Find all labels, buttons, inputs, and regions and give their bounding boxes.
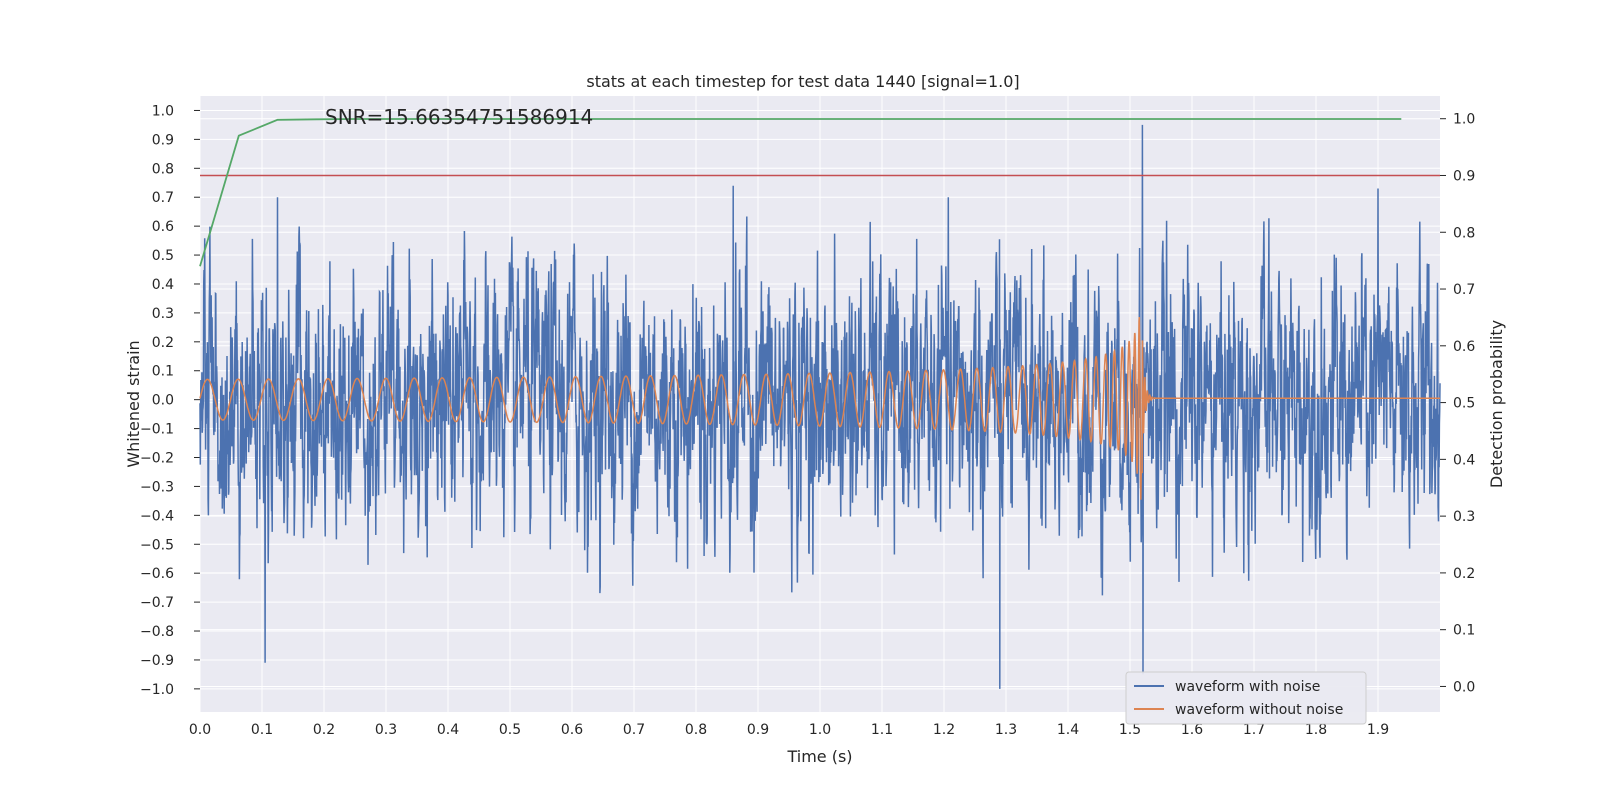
x-ticks: 0.0 0.1 0.2 0.3 0.4 0.5 0.6 0.7 0.8 0.9 1.0 1.1 1.2 1… — [189, 722, 1389, 738]
y-tick-label: −0.6 — [140, 566, 174, 582]
legend: waveform with noise waveform without noi… — [1125, 671, 1367, 725]
y-tick-label: 0.1 — [152, 364, 174, 380]
x-tick-label: 1.1 — [871, 722, 893, 738]
y-tick-label: 0.0 — [152, 393, 174, 409]
y-tick-label: 0.9 — [152, 132, 174, 148]
y-tick-label: −0.4 — [140, 508, 174, 524]
y-right-ticks: 1.0 0.9 0.8 0.7 0.6 0.5 0.4 0.3 0.2 0.1 0.0 — [1440, 112, 1475, 695]
x-tick-label: 1.6 — [1181, 722, 1203, 738]
x-axis-label: Time (s) — [786, 747, 852, 766]
y-tick-label: −0.7 — [140, 595, 174, 611]
x-tick-label: 0.7 — [623, 722, 645, 738]
y-tick-label: 0.2 — [152, 335, 174, 351]
chart-title: stats at each timestep for test data 144… — [586, 72, 1019, 91]
y-tick-label: −0.2 — [140, 451, 174, 467]
legend-box — [1125, 671, 1367, 725]
y-right-tick-label: 0.3 — [1453, 509, 1475, 525]
snr-annotation: SNR=15.66354751586914 — [325, 105, 593, 129]
y-right-tick-label: 0.7 — [1453, 282, 1475, 298]
y-right-tick-label: 0.4 — [1453, 452, 1475, 468]
x-tick-label: 1.0 — [809, 722, 831, 738]
x-tick-label: 0.9 — [747, 722, 769, 738]
series-waveform-without-noise — [199, 317, 1440, 500]
y-tick-label: −0.5 — [140, 537, 174, 553]
y-tick-label: 0.4 — [152, 277, 174, 293]
y-tick-label: 1.0 — [152, 103, 174, 119]
y-right-tick-label: 0.6 — [1453, 339, 1475, 355]
y-tick-label: −0.1 — [140, 422, 174, 438]
x-tick-label: 1.5 — [1119, 722, 1141, 738]
y-right-tick-label: 0.8 — [1453, 225, 1475, 241]
x-tick-label: 1.9 — [1367, 722, 1389, 738]
x-tick-label: 0.5 — [499, 722, 521, 738]
x-tick-label: 0.2 — [313, 722, 335, 738]
x-tick-label: 1.2 — [933, 722, 955, 738]
y-right-tick-label: 1.0 — [1453, 112, 1475, 128]
y-tick-label: −0.9 — [140, 653, 174, 669]
series-layer — [199, 118, 1441, 689]
y-tick-label: −0.3 — [140, 479, 174, 495]
y-axis-label: Whitened strain — [124, 340, 143, 467]
y-right-tick-label: 0.2 — [1453, 566, 1475, 582]
y-tick-label: −0.8 — [140, 624, 174, 640]
x-tick-label: 0.3 — [375, 722, 397, 738]
y-right-tick-label: 0.1 — [1453, 623, 1475, 639]
y-right-axis-label: Detection probability — [1487, 320, 1506, 488]
y-ticks: 1.0 0.9 0.8 0.7 0.6 0.5 0.4 0.3 0.2 0.1 0.0 −0.1 −0.… — [140, 103, 200, 698]
y-tick-label: 0.7 — [152, 190, 174, 206]
x-tick-label: 1.3 — [995, 722, 1017, 738]
x-tick-label: 0.1 — [251, 722, 273, 738]
x-tick-label: 0.6 — [561, 722, 583, 738]
y-tick-label: 0.3 — [152, 306, 174, 322]
x-tick-label: 0.0 — [189, 722, 211, 738]
y-tick-label: 0.6 — [152, 219, 174, 235]
y-tick-label: 0.5 — [152, 248, 174, 264]
legend-label-clean: waveform without noise — [1175, 702, 1343, 718]
x-tick-label: 1.4 — [1057, 722, 1079, 738]
y-right-tick-label: 0.9 — [1453, 168, 1475, 184]
y-tick-label: −1.0 — [140, 682, 174, 698]
legend-label-noise: waveform with noise — [1175, 679, 1320, 695]
x-tick-label: 0.4 — [437, 722, 459, 738]
x-tick-label: 1.7 — [1243, 722, 1265, 738]
x-tick-label: 1.8 — [1305, 722, 1327, 738]
y-right-tick-label: 0.5 — [1453, 396, 1475, 412]
y-right-tick-label: 0.0 — [1453, 679, 1475, 695]
series-detection-probability — [199, 118, 1402, 267]
y-tick-label: 0.8 — [152, 161, 174, 177]
x-tick-label: 0.8 — [685, 722, 707, 738]
